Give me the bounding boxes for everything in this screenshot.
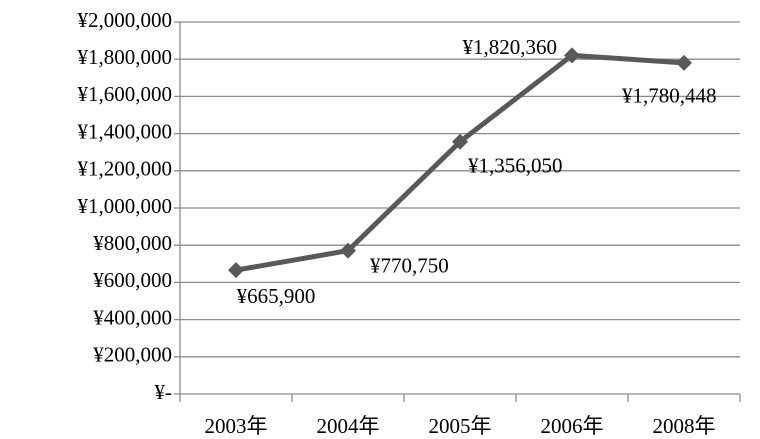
data-marker [452,133,468,150]
data-marker [340,242,356,259]
x-tick-label: 2008年 [653,414,716,438]
data-label: ¥665,900 [237,284,316,308]
y-tick-label: ¥400,000 [93,305,172,329]
data-label: ¥1,356,050 [468,154,563,178]
data-marker [676,54,692,71]
y-tick-label: ¥1,400,000 [78,119,173,143]
data-marker [564,47,580,64]
y-tick-label: ¥- [155,380,173,404]
x-tick-label: 2003年 [205,414,268,438]
y-tick-label: ¥1,800,000 [78,45,173,69]
y-tick-label: ¥600,000 [93,268,172,292]
y-tick-label: ¥800,000 [93,231,172,255]
x-tick-label: 2006年 [541,414,604,438]
y-tick-label: ¥200,000 [93,343,172,367]
data-line [235,52,685,273]
y-tick-label: ¥1,200,000 [78,157,173,181]
data-label: ¥770,750 [370,253,449,277]
y-tick-label: ¥1,000,000 [78,194,173,218]
x-tick-label: 2005年 [429,414,492,438]
y-tick-label: ¥1,600,000 [78,82,173,106]
data-label: ¥1,820,360 [463,35,558,59]
x-tick-label: 2004年 [317,414,380,438]
data-marker [228,262,244,279]
y-tick-label: ¥2,000,000 [78,8,173,32]
data-label: ¥1,780,448 [622,84,717,108]
